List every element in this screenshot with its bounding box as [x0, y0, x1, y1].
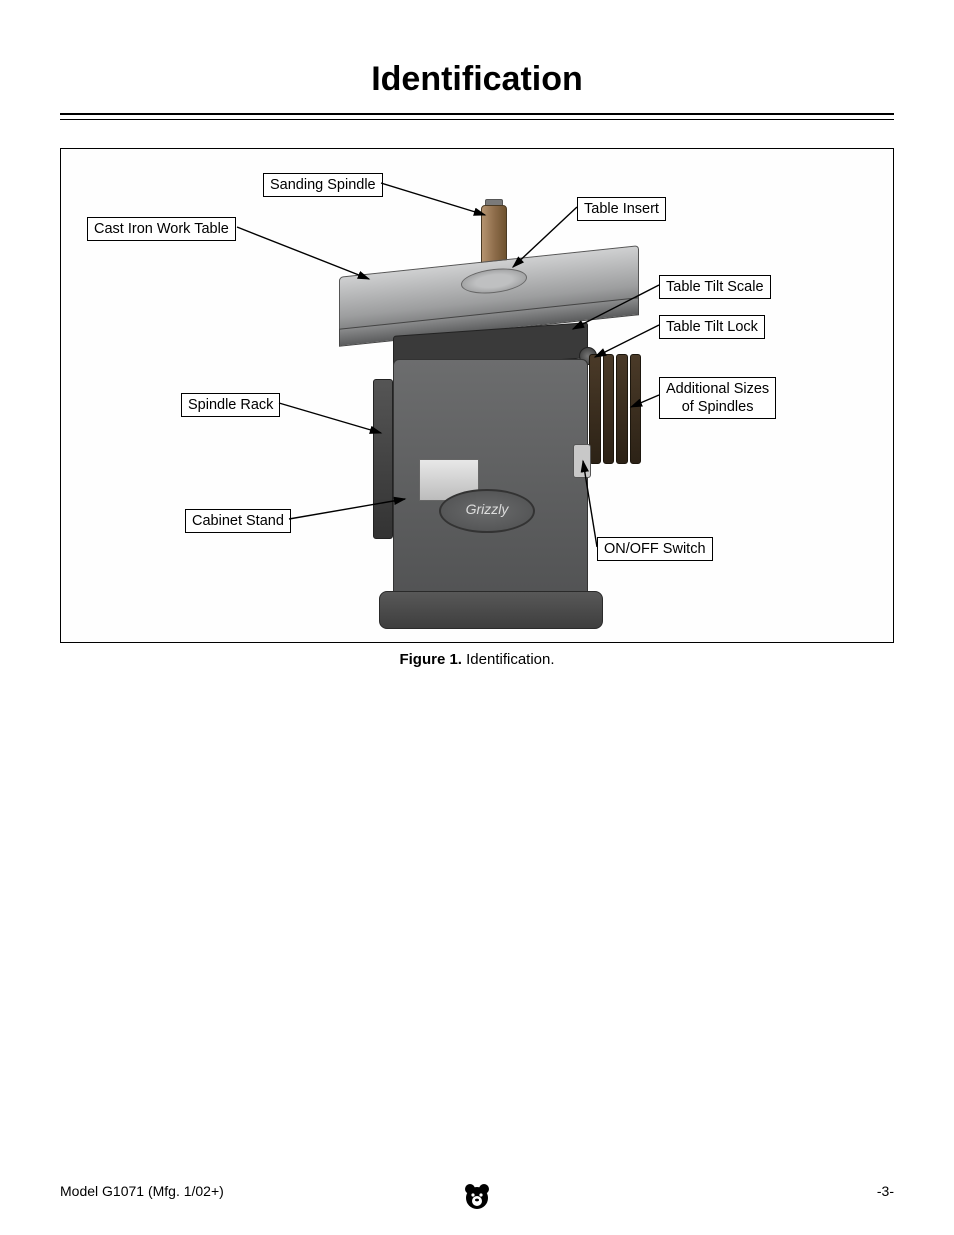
- bear-icon: [462, 1181, 492, 1211]
- label-additional-sizes: Additional Sizesof Spindles: [659, 377, 776, 419]
- cabinet-base: [379, 591, 603, 629]
- spindle-rack-part: [373, 379, 393, 539]
- title-rule-thick: [60, 113, 894, 115]
- label-cabinet-stand: Cabinet Stand: [185, 509, 291, 533]
- figure-box: Sanding Spindle Cast Iron Work Table Spi…: [60, 148, 894, 643]
- caption-rest: Identification.: [462, 651, 555, 668]
- label-onoff-switch: ON/OFF Switch: [597, 537, 713, 561]
- label-cast-iron-work-table: Cast Iron Work Table: [87, 217, 236, 241]
- machine-illustration: [361, 219, 621, 629]
- label-table-insert: Table Insert: [577, 197, 666, 221]
- page-title: Identification: [0, 0, 954, 113]
- brand-logo: [439, 489, 535, 533]
- label-spindle-rack: Spindle Rack: [181, 393, 280, 417]
- figure-caption: Figure 1. Identification.: [0, 651, 954, 668]
- extra-spindles: [589, 354, 641, 464]
- label-table-tilt-lock: Table Tilt Lock: [659, 315, 765, 339]
- onoff-switch-part: [573, 444, 591, 478]
- footer-model: Model G1071 (Mfg. 1/02+): [60, 1183, 224, 1199]
- label-table-tilt-scale: Table Tilt Scale: [659, 275, 771, 299]
- title-rule-thin: [60, 119, 894, 120]
- label-sanding-spindle: Sanding Spindle: [263, 173, 383, 197]
- footer-page-number: -3-: [877, 1183, 894, 1199]
- caption-bold: Figure 1.: [399, 651, 462, 668]
